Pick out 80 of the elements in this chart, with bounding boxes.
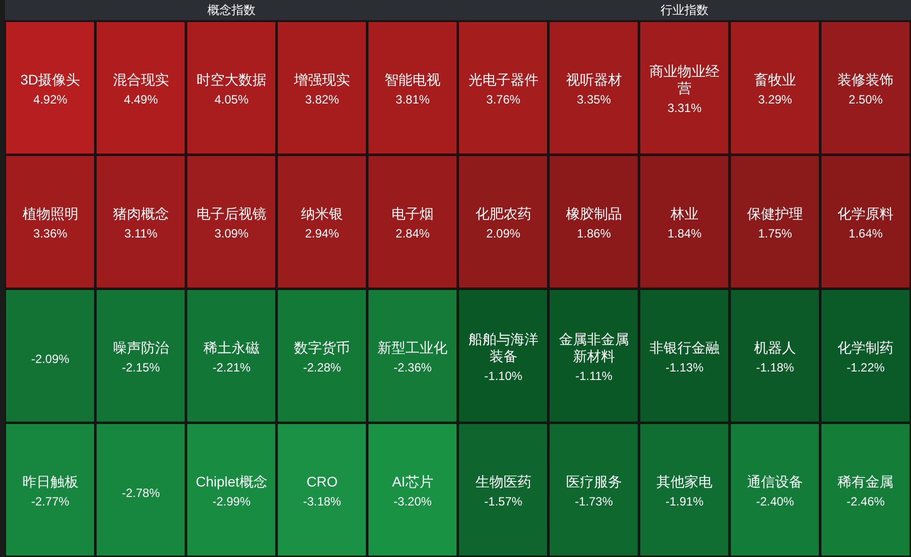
data-label: 2.50% bbox=[848, 92, 884, 106]
data-label: 2.84% bbox=[396, 226, 430, 240]
data-label: 3.35% bbox=[576, 92, 612, 106]
category-label: 纳米银 bbox=[301, 206, 344, 222]
data-label: -1.10% bbox=[484, 369, 523, 383]
data-label: 1.75% bbox=[758, 226, 792, 240]
category-label: 保健护理 bbox=[747, 206, 804, 222]
data-label: -2.77% bbox=[31, 494, 70, 508]
category-label: 金属非金属新材料 bbox=[558, 331, 629, 364]
data-label: 3.09% bbox=[214, 226, 249, 240]
category-label: 装修装饰 bbox=[838, 72, 894, 88]
category-label: 昨日触板 bbox=[22, 474, 78, 490]
category-label: 视听器材 bbox=[566, 72, 622, 88]
category-label: 畜牧业 bbox=[754, 72, 796, 88]
data-label: -1.18% bbox=[756, 360, 794, 374]
data-label: -2.09% bbox=[31, 352, 70, 366]
category-label: 机器人 bbox=[754, 340, 796, 356]
category-label: 数字货币 bbox=[294, 340, 350, 356]
data-label: -1.22% bbox=[846, 360, 886, 374]
data-label: -1.11% bbox=[575, 369, 613, 383]
category-label: 3D摄像头 bbox=[20, 72, 80, 88]
data-label: 1.84% bbox=[667, 226, 702, 240]
category-label: 稀有金属 bbox=[838, 474, 894, 490]
category-label: 生物医药 bbox=[475, 474, 532, 490]
data-label: -1.73% bbox=[574, 494, 614, 508]
category-label: 通信设备 bbox=[747, 474, 804, 490]
data-label: -3.18% bbox=[303, 494, 342, 508]
category-label: 橡胶制品 bbox=[566, 206, 622, 222]
category-label: 林业 bbox=[670, 206, 698, 222]
category-label: 植物照明 bbox=[22, 206, 78, 222]
data-label: -2.15% bbox=[122, 360, 160, 374]
data-label: -2.40% bbox=[756, 494, 794, 508]
data-label: 2.94% bbox=[305, 226, 340, 240]
data-label: 4.92% bbox=[33, 92, 68, 106]
category-label: 其他家电 bbox=[656, 474, 712, 490]
data-label: 4.49% bbox=[124, 92, 158, 106]
category-label: 电子后视镜 bbox=[196, 206, 266, 222]
data-label: -1.57% bbox=[484, 494, 523, 508]
category-label: Chiplet概念 bbox=[196, 474, 268, 490]
category-label: AI芯片 bbox=[392, 474, 434, 490]
data-label: 3.76% bbox=[486, 92, 521, 106]
text: 概念指数 bbox=[208, 3, 256, 17]
category-label: 商业物业经营 bbox=[650, 63, 720, 96]
category-label: 时空大数据 bbox=[196, 72, 266, 88]
data-label: -2.99% bbox=[212, 494, 251, 508]
category-label: 化学原料 bbox=[838, 206, 894, 222]
category-label: 电子烟 bbox=[392, 206, 434, 222]
data-label: 4.05% bbox=[214, 92, 249, 106]
category-label: 光电子器件 bbox=[468, 72, 538, 88]
category-label: 医疗服务 bbox=[566, 474, 622, 490]
text: 行业指数 bbox=[660, 3, 708, 17]
data-label: 1.64% bbox=[848, 226, 884, 240]
category-label: 稀土永磁 bbox=[204, 340, 260, 356]
category-label: 船舶与海洋装备 bbox=[468, 331, 538, 364]
category-label: 新型工业化 bbox=[378, 340, 448, 356]
data-label: 3.82% bbox=[305, 92, 340, 106]
data-label: -1.91% bbox=[665, 494, 704, 508]
category-label: 化学制药 bbox=[838, 340, 894, 356]
data-label: -2.36% bbox=[394, 360, 432, 374]
data-label: -2.21% bbox=[212, 360, 251, 374]
data-label: -3.20% bbox=[394, 494, 432, 508]
category-label: 噪声防治 bbox=[112, 340, 169, 356]
category-label: 猪肉概念 bbox=[112, 206, 169, 222]
data-label: 3.81% bbox=[396, 92, 430, 106]
data-label: 3.29% bbox=[758, 92, 792, 106]
data-label: -1.13% bbox=[665, 360, 704, 374]
data-label: 2.09% bbox=[486, 226, 521, 240]
data-label: 3.11% bbox=[124, 226, 158, 240]
category-label: CRO bbox=[306, 474, 338, 490]
data-label: 1.86% bbox=[576, 226, 612, 240]
data-label: -2.28% bbox=[303, 360, 342, 374]
data-label: 3.36% bbox=[33, 226, 68, 240]
category-label: 化肥农药 bbox=[475, 206, 532, 222]
data-label: -2.78% bbox=[122, 486, 160, 500]
category-label: 增强现实 bbox=[293, 72, 350, 88]
category-label: 智能电视 bbox=[384, 72, 441, 88]
category-label: 非银行金融 bbox=[650, 340, 720, 356]
data-label: -2.46% bbox=[846, 494, 886, 508]
category-label: 混合现实 bbox=[112, 72, 169, 88]
data-label: 3.31% bbox=[667, 101, 702, 115]
